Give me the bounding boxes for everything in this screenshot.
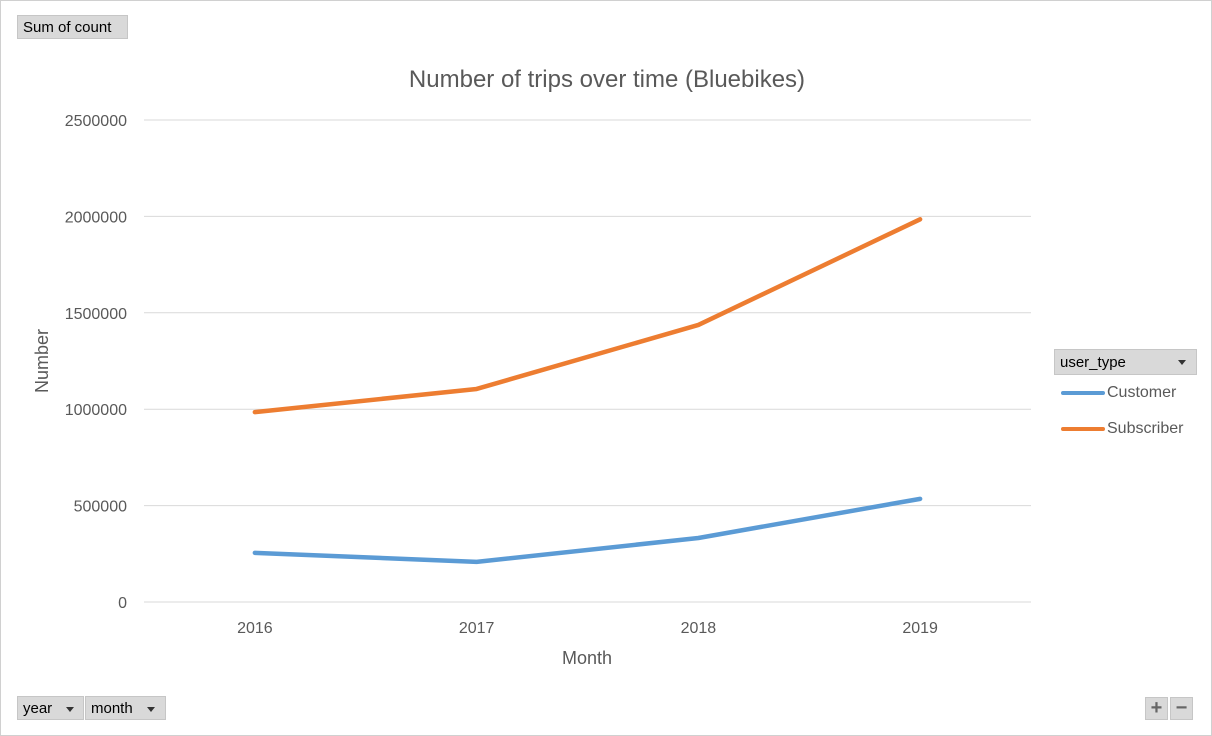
legend-swatch-customer	[1061, 390, 1105, 395]
axis-field-month-label: month	[91, 700, 133, 717]
axis-field-year-label: year	[23, 700, 53, 717]
x-tick-label: 2019	[902, 620, 938, 637]
expand-field-button[interactable]: +	[1145, 697, 1168, 720]
y-tick-label: 2000000	[65, 209, 127, 226]
value-field-label: Sum of count	[23, 19, 112, 36]
x-tick-label: 2016	[237, 620, 273, 637]
y-tick-label: 0	[118, 595, 127, 612]
chevron-down-icon	[146, 706, 155, 712]
series-line-customer[interactable]	[252, 496, 923, 565]
legend-field-label: user_type	[1060, 354, 1126, 371]
legend-label-subscriber: Subscriber	[1107, 420, 1184, 437]
chevron-down-icon	[1178, 360, 1186, 365]
legend-item-subscriber[interactable]: Subscriber	[1061, 419, 1183, 439]
series-line-subscriber[interactable]	[252, 217, 923, 415]
minus-icon: −	[1175, 697, 1188, 719]
x-tick-label: 2017	[459, 620, 495, 637]
y-tick-label: 2500000	[65, 113, 127, 130]
gridlines	[144, 119, 1031, 603]
legend-label-customer: Customer	[1107, 384, 1177, 401]
series-lines	[252, 217, 923, 565]
value-field-button[interactable]: Sum of count	[17, 15, 128, 39]
legend-item-customer[interactable]: Customer	[1061, 383, 1176, 403]
legend-swatch-subscriber	[1061, 426, 1105, 431]
plus-icon: +	[1150, 697, 1163, 719]
chevron-down-icon	[66, 706, 75, 712]
collapse-field-button[interactable]: −	[1170, 697, 1193, 720]
y-axis-ticks: 0 500000 1000000 1500000 2000000 2500000	[65, 113, 127, 612]
y-tick-label: 1000000	[65, 402, 127, 419]
x-axis-label: Month	[562, 648, 612, 668]
legend-field-button[interactable]: user_type	[1054, 349, 1197, 375]
y-axis-label: Number	[32, 329, 52, 393]
axis-field-month-button[interactable]: month	[85, 696, 166, 720]
y-tick-label: 1500000	[65, 306, 127, 323]
chart-title: Number of trips over time (Bluebikes)	[409, 66, 805, 93]
x-tick-label: 2018	[681, 620, 717, 637]
x-axis-ticks: 2016 2017 2018 2019	[237, 620, 938, 637]
axis-field-year-button[interactable]: year	[17, 696, 84, 720]
y-tick-label: 500000	[74, 499, 127, 516]
